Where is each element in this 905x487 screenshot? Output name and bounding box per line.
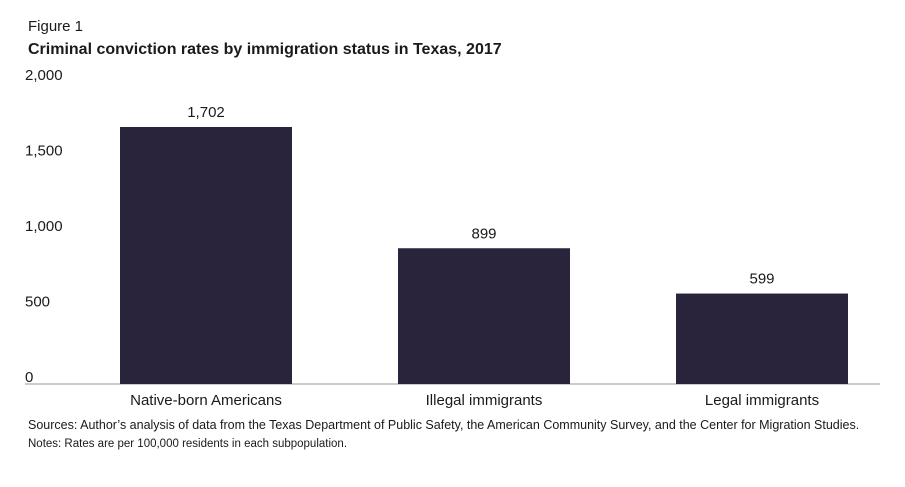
y-tick-label: 2,000: [25, 67, 63, 84]
chart-title: Criminal conviction rates by immigration…: [28, 41, 502, 58]
sources-note: Sources: Author’s analysis of data from …: [28, 418, 860, 432]
y-tick-label: 500: [25, 294, 50, 311]
bar: [676, 293, 848, 384]
notes-note: Notes: Rates are per 100,000 residents i…: [28, 438, 348, 450]
figure-label: Figure 1: [28, 18, 84, 35]
y-tick-label: 0: [25, 369, 33, 386]
y-tick-label: 1,500: [25, 143, 63, 160]
data-label: 899: [471, 225, 496, 242]
bar-chart: 0 500 1,000 1,500 2,000 1,702 Native-born Amer…: [25, 67, 880, 409]
x-tick-label: Legal immigrants: [705, 392, 819, 409]
y-tick-label: 1,000: [25, 218, 63, 235]
bar: [398, 248, 570, 384]
data-label: 1,702: [187, 104, 225, 121]
x-tick-label: Native-born Americans: [130, 392, 282, 409]
data-label: 599: [749, 271, 774, 288]
x-tick-label: Illegal immigrants: [426, 392, 543, 409]
bar: [120, 126, 292, 385]
